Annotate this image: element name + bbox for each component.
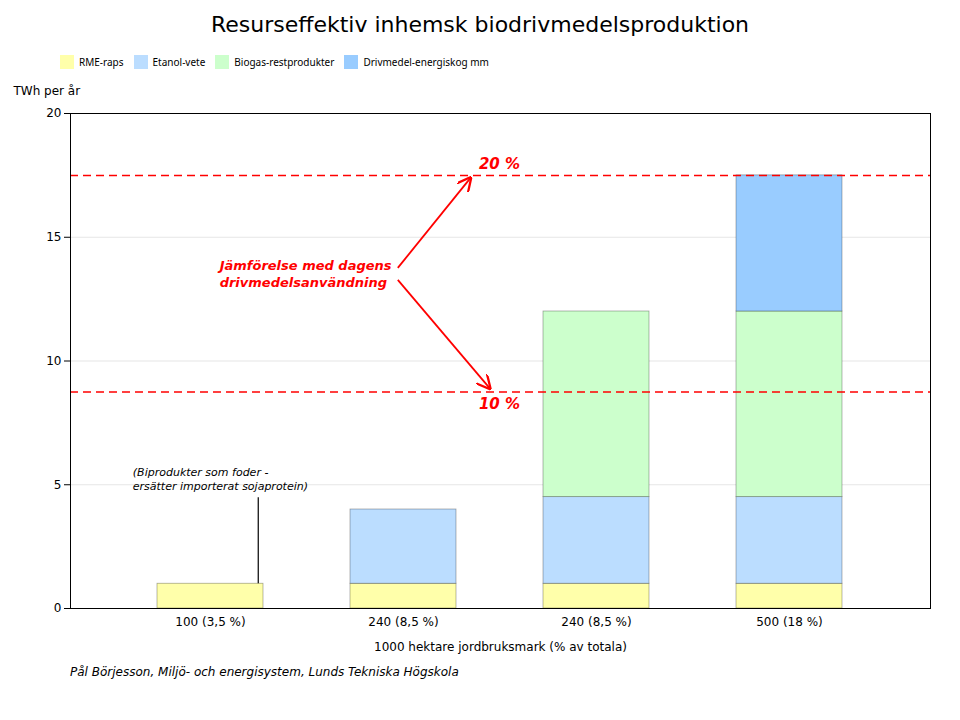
svg-text:20 %: 20 % xyxy=(479,155,520,173)
svg-text:Jämförelse med dagensdrivmedel: Jämförelse med dagensdrivmedelsanvändnin… xyxy=(217,258,392,289)
svg-text:500 (18 %): 500 (18 %) xyxy=(756,615,823,629)
svg-text:TWh per år: TWh per år xyxy=(13,84,81,98)
html-text:Pål Börjesson, Miljö- och ener: Pål Börjesson, Miljö- och energisystem, … xyxy=(70,665,459,679)
svg-text:0: 0 xyxy=(54,601,62,615)
html-text:Drivmedel-energiskog mm: Drivmedel-energiskog mm xyxy=(363,54,489,69)
svg-text:240 (8,5 %): 240 (8,5 %) xyxy=(561,615,631,629)
svg-text:15: 15 xyxy=(46,230,61,244)
svg-text:100 (3,5 %): 100 (3,5 %) xyxy=(175,615,245,629)
svg-text:240 (8,5 %): 240 (8,5 %) xyxy=(368,615,438,629)
svg-text:20: 20 xyxy=(46,106,61,120)
html-text:Resurseffektiv inhemsk biodriv: Resurseffektiv inhemsk biodrivmedelsprod… xyxy=(210,12,750,37)
svg-text:5: 5 xyxy=(54,478,62,492)
html-text:Etanol-vete: Etanol-vete xyxy=(152,54,206,69)
svg-text:10: 10 xyxy=(46,354,61,368)
html-text:RME-raps: RME-raps xyxy=(79,54,124,69)
svg-text:1000 hektare jordbruksmark (%: 1000 hektare jordbruksmark (% av totala) xyxy=(374,640,627,654)
html-text:Biogas-restprodukter: Biogas-restprodukter xyxy=(234,54,335,69)
svg-text:(Biprodukter som foder -ersätt: (Biprodukter som foder -ersätter importe… xyxy=(133,466,308,493)
svg-text:10 %: 10 % xyxy=(479,395,520,413)
